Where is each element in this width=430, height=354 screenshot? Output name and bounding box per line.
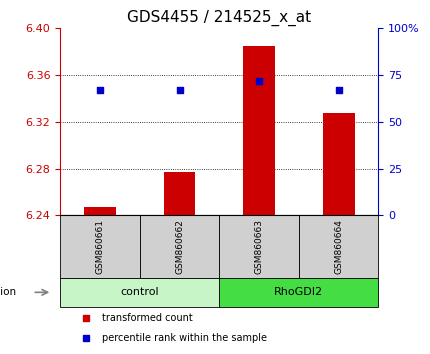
Text: control: control [120,287,159,297]
Bar [243,46,275,216]
Bar [60,278,219,307]
Text: RhoGDI2: RhoGDI2 [274,287,323,297]
Point [255,78,262,84]
Bar [60,216,140,278]
Text: GSM860664: GSM860664 [334,219,343,274]
Bar [219,278,378,307]
Text: GSM860663: GSM860663 [255,219,264,274]
Point [335,87,342,93]
Text: transformed count: transformed count [101,313,192,323]
Text: GSM860662: GSM860662 [175,219,184,274]
Point [176,87,183,93]
Text: percentile rank within the sample: percentile rank within the sample [101,333,267,343]
Bar [84,207,116,216]
Title: GDS4455 / 214525_x_at: GDS4455 / 214525_x_at [127,9,311,25]
Text: GSM860661: GSM860661 [95,219,104,274]
Bar [299,216,378,278]
Text: genotype/variation: genotype/variation [0,287,16,297]
Bar [322,113,354,216]
Bar [219,216,299,278]
Bar [140,216,219,278]
Bar [163,172,196,216]
Point [96,87,103,93]
